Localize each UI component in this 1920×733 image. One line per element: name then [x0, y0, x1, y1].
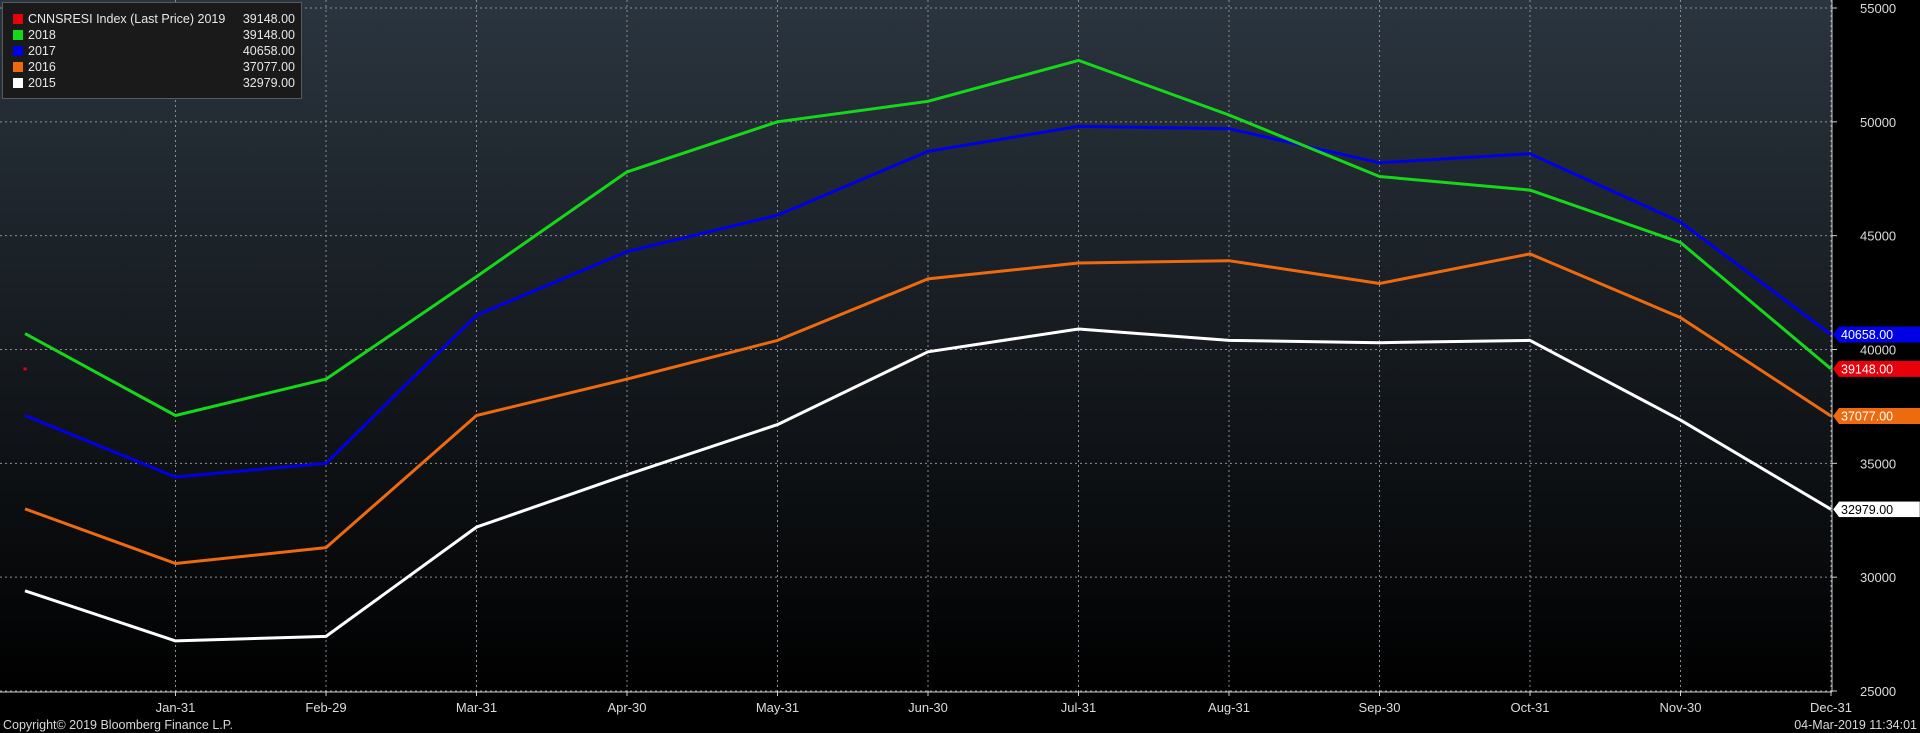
last-value-tag: 32979.00	[1832, 501, 1920, 518]
legend-value: 40658.00	[242, 44, 295, 58]
legend-item-2018: 2018 39148.00	[3, 27, 301, 43]
legend-label: 2017	[28, 44, 56, 58]
last-value-tag-background	[1833, 326, 1920, 343]
x-tick-label: Feb-29	[305, 700, 346, 715]
legend-label: CNNSRESI Index (Last Price) 2019	[28, 12, 226, 26]
y-tick-label: 50000	[1860, 115, 1896, 130]
legend-swatch-icon	[13, 30, 23, 40]
last-value-label: 32979.00	[1841, 503, 1893, 517]
y-tick-label: 40000	[1860, 343, 1896, 358]
y-tick-label: 55000	[1860, 1, 1896, 16]
legend-swatch-icon	[13, 46, 23, 56]
legend-value: 39148.00	[242, 12, 295, 26]
timestamp-text: 04-Mar-2019 11:34:01	[1794, 718, 1917, 732]
legend-item-2019: CNNSRESI Index (Last Price) 2019 39148.0…	[3, 11, 301, 27]
y-tick-label: 30000	[1860, 570, 1896, 585]
series-line-2016	[24, 252, 1832, 565]
legend-item-2015: 2015 32979.00	[3, 75, 301, 91]
series-line-2017	[24, 124, 1832, 479]
series-line-2018	[24, 58, 1832, 417]
x-tick-label: Nov-30	[1660, 700, 1702, 715]
x-tick-label: Jun-30	[908, 700, 948, 715]
legend-swatch-icon	[13, 14, 23, 24]
last-value-label: 39148.00	[1841, 362, 1893, 376]
last-value-tag: 37077.00	[1833, 408, 1920, 425]
copyright-text: Copyright© 2019 Bloomberg Finance L.P.	[3, 718, 233, 732]
legend-label: 2016	[28, 60, 56, 74]
last-value-label: 37077.00	[1841, 410, 1893, 424]
x-tick-label: Aug-31	[1208, 700, 1250, 715]
x-tick-label: May-31	[756, 700, 799, 715]
x-tick-label: Apr-30	[607, 700, 646, 715]
legend-label: 2015	[28, 76, 56, 90]
legend-value: 37077.00	[242, 60, 295, 74]
legend-label: 2018	[28, 28, 56, 42]
y-tick-label: 35000	[1860, 456, 1896, 471]
series-point-2019	[23, 367, 27, 371]
last-value-label: 40658.00	[1841, 328, 1893, 342]
x-tick-label: Jan-31	[156, 700, 196, 715]
last-value-tag-background	[1833, 408, 1920, 425]
last-value-tag-background	[1833, 360, 1920, 377]
last-value-tag: 40658.00	[1833, 326, 1920, 343]
y-tick-label: 25000	[1860, 684, 1896, 699]
series-line-2015	[24, 327, 1832, 643]
x-tick-label: Mar-31	[456, 700, 497, 715]
x-tick-label: Dec-31	[1810, 700, 1852, 715]
x-tick-label: Jul-31	[1061, 700, 1096, 715]
legend: CNNSRESI Index (Last Price) 2019 39148.0…	[2, 2, 302, 99]
y-tick-label: 45000	[1860, 229, 1896, 244]
legend-value: 32979.00	[242, 76, 295, 90]
legend-value: 39148.00	[242, 28, 295, 42]
legend-item-2016: 2016 37077.00	[3, 59, 301, 75]
x-tick-label: Oct-31	[1510, 700, 1549, 715]
last-value-tag: 39148.00	[1833, 360, 1920, 377]
legend-swatch-icon	[13, 62, 23, 72]
x-tick-label: Sep-30	[1359, 700, 1401, 715]
legend-item-2017: 2017 40658.00	[3, 43, 301, 59]
last-value-tag-background	[1832, 501, 1920, 518]
legend-swatch-icon	[13, 78, 23, 88]
